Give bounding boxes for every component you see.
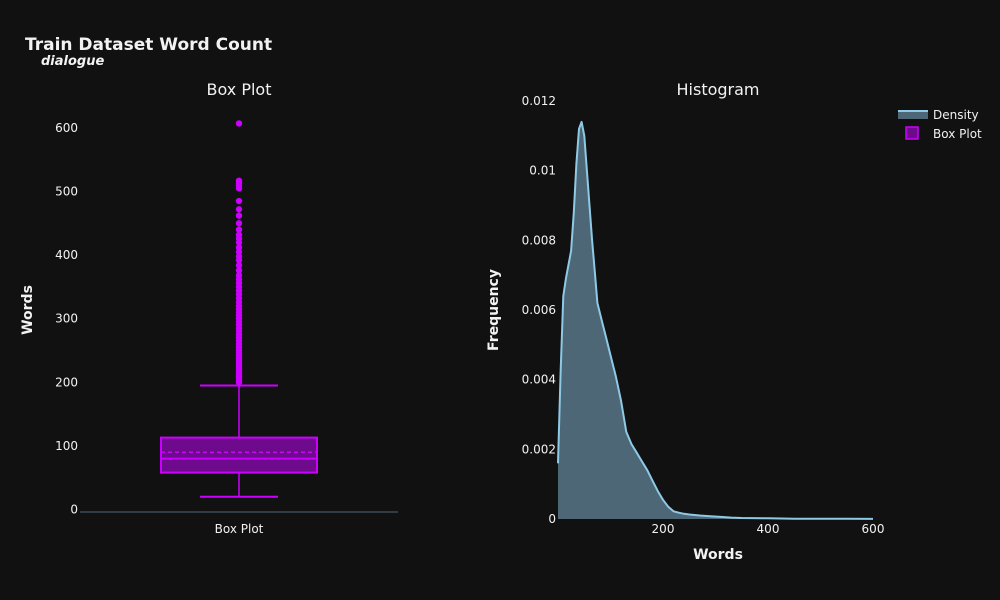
legend[interactable]: Density Box Plot bbox=[898, 108, 982, 141]
box-outlier-point bbox=[235, 231, 243, 238]
legend-box-swatch bbox=[905, 126, 919, 140]
histogram-panel: Histogram Frequency Words 0 0.002 0.004 0.0… bbox=[486, 80, 884, 563]
box-outlier-point bbox=[235, 197, 243, 205]
legend-density-swatch bbox=[898, 111, 928, 119]
histogram-y-axis-label: Frequency bbox=[486, 269, 502, 351]
figure-title: Train Dataset Word Count bbox=[25, 35, 272, 55]
box-y-tick-label: 500 bbox=[55, 184, 78, 198]
box-y-tick-label: 0 bbox=[70, 502, 78, 516]
box-y-tick-label: 400 bbox=[55, 248, 78, 262]
histogram-y-tick-label: 0.008 bbox=[522, 233, 556, 247]
box-outlier-point bbox=[235, 267, 243, 274]
box-x-tick-label: Box Plot bbox=[215, 522, 264, 536]
density-fill bbox=[558, 121, 873, 520]
box-outlier-point bbox=[235, 253, 243, 260]
histogram-y-tick-label: 0.006 bbox=[522, 303, 556, 317]
box-plot-panel: Box Plot Words 0 100 200 300 400 500 600 Box P… bbox=[20, 80, 398, 536]
box-outlier-point bbox=[235, 244, 243, 251]
box-outlier-point bbox=[235, 206, 243, 213]
histogram-y-tick-label: 0.002 bbox=[522, 442, 556, 456]
histogram-x-axis-label: Words bbox=[693, 547, 743, 563]
histogram-title: Histogram bbox=[677, 80, 760, 99]
histogram-y-tick-label: 0.01 bbox=[529, 164, 556, 178]
box-marks bbox=[160, 120, 318, 498]
histogram-y-tick-label: 0 bbox=[548, 512, 556, 526]
box-y-axis-label: Words bbox=[20, 285, 36, 335]
box-outlier-point bbox=[235, 226, 243, 233]
legend-box-label: Box Plot bbox=[933, 127, 982, 141]
box-outlier-point bbox=[235, 177, 243, 184]
legend-density-label: Density bbox=[933, 108, 979, 122]
histogram-y-tick-label: 0.004 bbox=[522, 373, 556, 387]
histogram-y-ticks: 0 0.002 0.004 0.006 0.008 0.01 0.012 bbox=[522, 94, 556, 526]
legend-item-density[interactable]: Density bbox=[898, 108, 979, 122]
box-y-tick-label: 200 bbox=[55, 375, 78, 389]
box-y-tick-label: 100 bbox=[55, 439, 78, 453]
box-outlier-point bbox=[235, 120, 243, 127]
density-area bbox=[557, 120, 874, 520]
histogram-x-tick-label: 600 bbox=[862, 522, 885, 536]
box-outlier-point bbox=[235, 248, 243, 256]
box-y-tick-label: 300 bbox=[55, 312, 78, 326]
box-y-ticks: 0 100 200 300 400 500 600 bbox=[55, 121, 78, 517]
box-outlier-point bbox=[235, 272, 243, 279]
box-plot-title: Box Plot bbox=[207, 80, 272, 99]
figure-subtitle: dialogue bbox=[41, 54, 104, 69]
histogram-x-tick-label: 200 bbox=[652, 522, 675, 536]
histogram-y-tick-label: 0.012 bbox=[522, 94, 556, 108]
legend-item-box-plot[interactable]: Box Plot bbox=[905, 126, 982, 141]
box-outlier-point bbox=[235, 212, 243, 219]
density-line bbox=[557, 120, 874, 520]
histogram-x-ticks: 200 400 600 bbox=[652, 522, 885, 536]
box-iqr bbox=[160, 436, 318, 474]
box-outlier-point bbox=[235, 220, 243, 227]
histogram-x-tick-label: 400 bbox=[757, 522, 780, 536]
box-y-tick-label: 600 bbox=[55, 121, 78, 135]
box-outlier-point bbox=[235, 262, 243, 269]
